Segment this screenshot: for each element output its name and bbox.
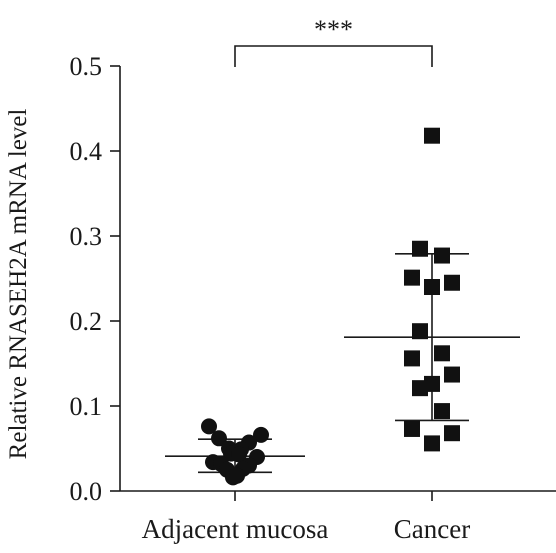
y-ticks-group: 0.0 0.1 0.2 0.3 0.4 0.5 [70, 52, 120, 506]
data-point-square [424, 279, 440, 295]
data-point-square [404, 420, 420, 437]
data-point-square [434, 247, 450, 264]
data-point-square [424, 435, 440, 452]
data-point-square [434, 345, 450, 362]
data-point-circle [229, 467, 245, 484]
significance-label: *** [314, 15, 353, 44]
y-tick-label: 0.1 [70, 392, 103, 421]
significance-group: *** [234, 15, 433, 67]
data-points-group [201, 127, 460, 486]
data-point-circle [253, 426, 269, 443]
data-point-circle [211, 430, 227, 447]
significance-bracket [234, 45, 433, 67]
y-tick-label: 0.2 [70, 307, 103, 336]
data-point-circle [201, 418, 217, 435]
category-labels-group: Adjacent mucosa Cancer [142, 491, 470, 544]
data-point-square [412, 323, 428, 340]
data-point-square [424, 127, 440, 144]
y-tick-label: 0.0 [70, 477, 103, 506]
data-point-square [444, 425, 460, 442]
x-category-label: Adjacent mucosa [142, 514, 329, 544]
y-axis-label: Relative RNASEH2A mRNA level [5, 109, 32, 460]
data-point-square [444, 366, 460, 383]
y-tick-label: 0.5 [70, 52, 103, 81]
data-point-circle [231, 446, 247, 463]
data-point-square [434, 403, 450, 420]
data-point-square [412, 240, 428, 257]
data-point-square [412, 380, 428, 397]
data-point-square [404, 269, 420, 286]
y-tick-label: 0.4 [70, 137, 103, 166]
data-point-square [444, 274, 460, 291]
x-category-label: Cancer [394, 514, 470, 544]
axes-group [119, 66, 556, 492]
y-tick-label: 0.3 [70, 222, 103, 251]
data-point-square [404, 350, 420, 367]
